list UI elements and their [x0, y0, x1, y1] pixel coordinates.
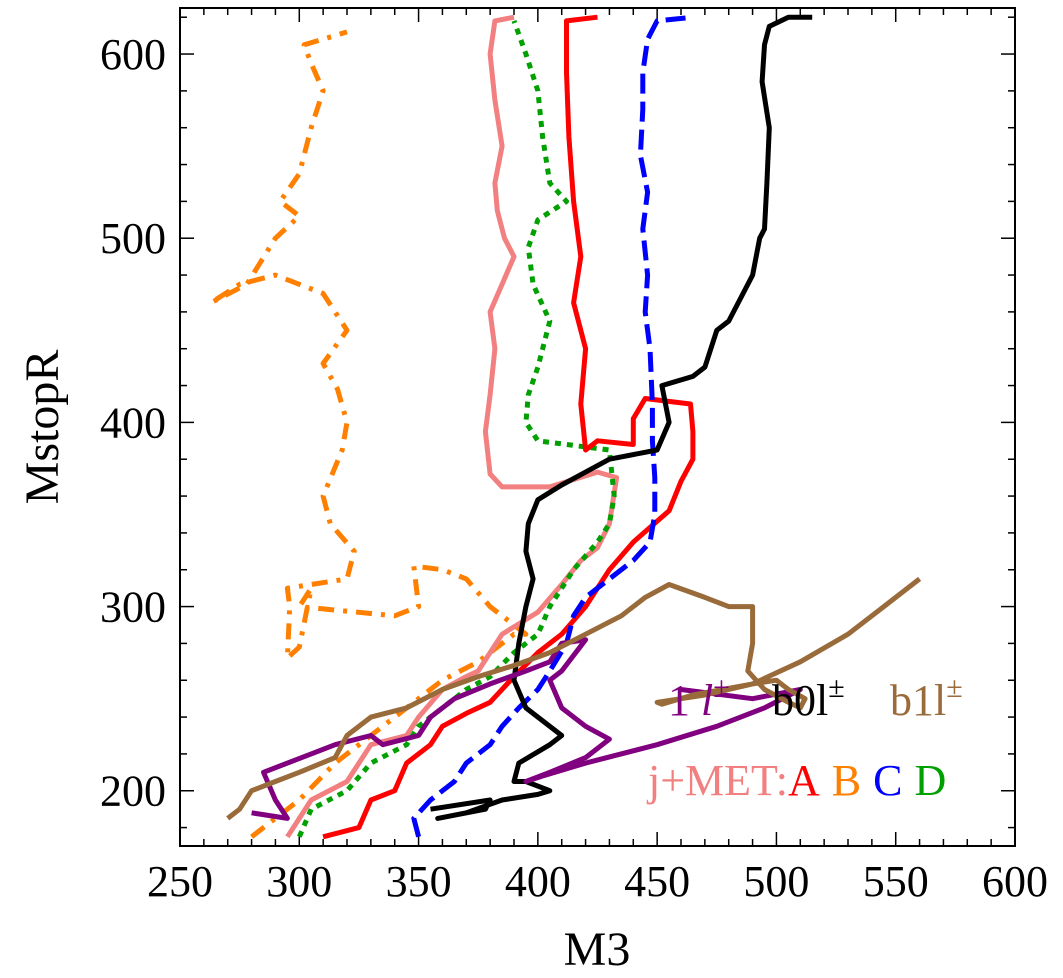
x-tick-label: 300: [266, 857, 332, 906]
x-tick-label: 550: [863, 857, 929, 906]
x-tick-label: 350: [386, 857, 452, 906]
x-tick-label: 450: [624, 857, 690, 906]
legend-d: D: [914, 756, 946, 805]
legend-b1l-sup: ±: [946, 671, 962, 704]
series-line-3: [322, 14, 696, 840]
legend-b0l-sup: ±: [828, 671, 844, 704]
legend-b: B: [832, 756, 861, 805]
y-tick-labels: 200 300 400 500 600: [100, 30, 166, 816]
y-tick-label: 400: [100, 398, 166, 447]
x-axis-label: M3: [564, 923, 631, 976]
x-tick-label: 500: [743, 857, 809, 906]
ticks: [179, 8, 1016, 846]
series-group: [208, 14, 922, 840]
legend-1l-italic: l: [701, 676, 713, 725]
y-tick-label: 300: [100, 583, 166, 632]
series-line-5: [430, 14, 813, 821]
x-tick-label: 250: [147, 857, 213, 906]
plot-frame: [179, 7, 1016, 847]
y-tick-label: 600: [100, 30, 166, 79]
legend-1l-sup: ±: [713, 671, 729, 704]
legend-jmet: j+MET:: [646, 756, 788, 805]
y-tick-label: 500: [100, 214, 166, 263]
series-line-4: [411, 14, 694, 838]
x-tick-labels: 250 300 350 400 450 500 550 600: [147, 857, 1048, 906]
y-tick-label: 200: [100, 767, 166, 816]
x-tick-label: 400: [505, 857, 571, 906]
legend-c: C: [873, 756, 902, 805]
legend-row2: j+MET:A B C D: [646, 756, 946, 805]
legend-1l-number: 1: [668, 676, 701, 725]
legend-a: A: [788, 756, 820, 805]
legend-b0l: b0l: [772, 676, 828, 725]
legend-b1l: b1l: [890, 676, 946, 725]
legend-row1: 1 l± b0l± b1l±: [668, 658, 963, 725]
x-tick-label: 600: [982, 857, 1048, 906]
series-line-7: [226, 576, 922, 821]
series-line-2: [297, 20, 617, 838]
y-axis-label: MstopR: [16, 350, 69, 505]
